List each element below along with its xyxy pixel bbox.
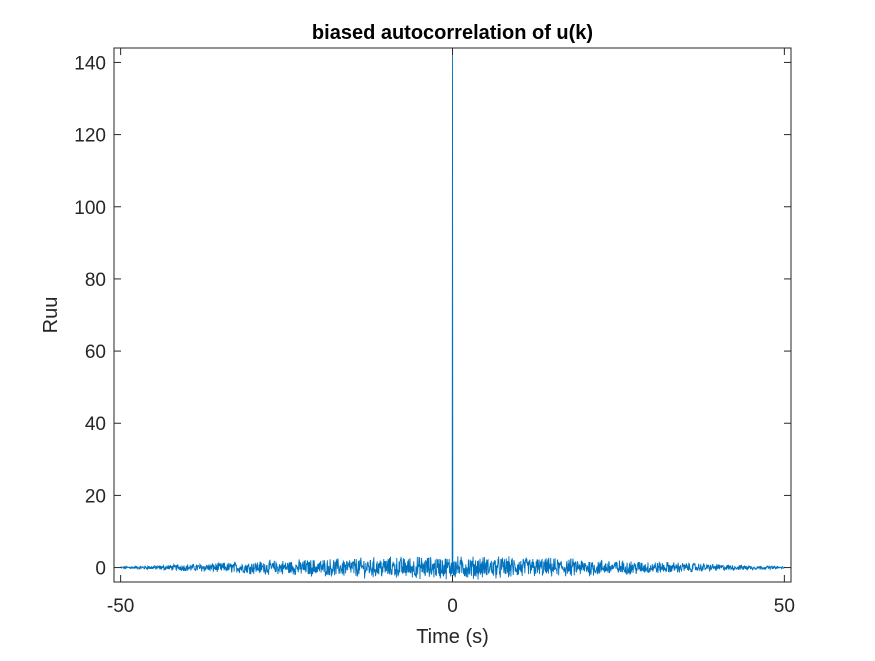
x-tick-label: 50 [774, 596, 795, 617]
chart-title: biased autocorrelation of u(k) [312, 22, 593, 44]
y-tick-label: 100 [74, 198, 106, 219]
y-axis-label: Ruu [40, 297, 62, 334]
y-tick-label: 40 [85, 414, 106, 435]
x-tick-label: 0 [447, 596, 458, 617]
y-tick-label: 80 [85, 270, 106, 291]
x-tick-label: -50 [107, 596, 134, 617]
y-tick-label: 60 [85, 342, 106, 363]
x-axis-label: Time (s) [416, 626, 489, 648]
y-tick-label: 20 [85, 486, 106, 507]
y-tick-label: 0 [95, 559, 106, 580]
y-tick-label: 120 [74, 126, 106, 147]
y-tick-label: 140 [74, 53, 106, 74]
